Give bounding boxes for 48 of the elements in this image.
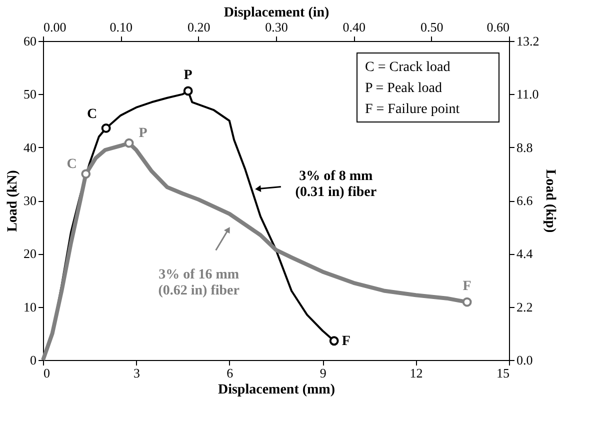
x-tick-label: 9: [320, 366, 326, 380]
y-tick-label: 10: [24, 299, 36, 314]
y-tick-label: 0: [30, 352, 36, 368]
x2-tick-label: 0.10: [110, 20, 133, 34]
y2-tick-label: 4.4: [516, 246, 534, 262]
annotation: F = Failure point: [365, 102, 460, 117]
point: [329, 336, 339, 346]
y2-tick-label: 0.0: [516, 352, 533, 368]
y-axis-title: Load (kN): [6, 170, 20, 232]
y2-tick-label: 8.8: [516, 140, 533, 155]
x-tick-label: 3: [133, 366, 140, 380]
x2-tick-label: 0.00: [44, 20, 66, 34]
y2-tick-label: 11.0: [516, 86, 539, 102]
y2-tick-label: 13.2: [516, 34, 540, 48]
annotation: F: [462, 279, 472, 294]
x2-tick-label: 0.50: [420, 20, 444, 34]
y-tick-label: 20: [24, 246, 36, 262]
annotation: C: [66, 156, 77, 172]
x-tick-label: 12: [410, 366, 423, 380]
point: [124, 138, 134, 148]
annotation: 3% of 8 mm (0.31 in) fiber: [295, 168, 377, 200]
point: [81, 169, 91, 179]
x-tick-label: 6: [226, 366, 234, 380]
x-tick-label: 0: [44, 366, 50, 380]
y-tick-label: 30: [24, 193, 36, 208]
y-tick-label: 50: [24, 86, 36, 102]
x2-tick-label: 0.30: [265, 20, 288, 34]
x-axis-title: Displacement (mm): [218, 382, 336, 398]
x2-axis-title: Displacement (in): [224, 6, 330, 20]
annotation: F: [342, 334, 350, 349]
point: [183, 86, 193, 96]
y2-tick-label: 2.2: [516, 299, 533, 314]
point: [101, 123, 111, 133]
x-tick-label: 15: [496, 366, 510, 380]
annotation: C: [87, 107, 98, 122]
y-tick-label: 60: [24, 34, 36, 48]
x2-tick-label: 0.20: [187, 20, 210, 34]
y2-tick-label: 6.6: [516, 193, 534, 208]
annotation: P: [184, 68, 193, 83]
point: [462, 297, 472, 307]
annotation: P = Peak load: [365, 81, 442, 96]
y-tick-label: 40: [24, 140, 36, 155]
annotation: P: [138, 126, 148, 142]
x2-tick-label: 0.40: [342, 20, 366, 34]
y2-axis-title: Load (kip): [542, 169, 558, 234]
x2-tick-label: 0.60: [486, 20, 510, 34]
annotation: 3% of 16 mm (0.62 in) fiber: [158, 267, 240, 298]
annotation: C = Crack load: [365, 60, 450, 75]
